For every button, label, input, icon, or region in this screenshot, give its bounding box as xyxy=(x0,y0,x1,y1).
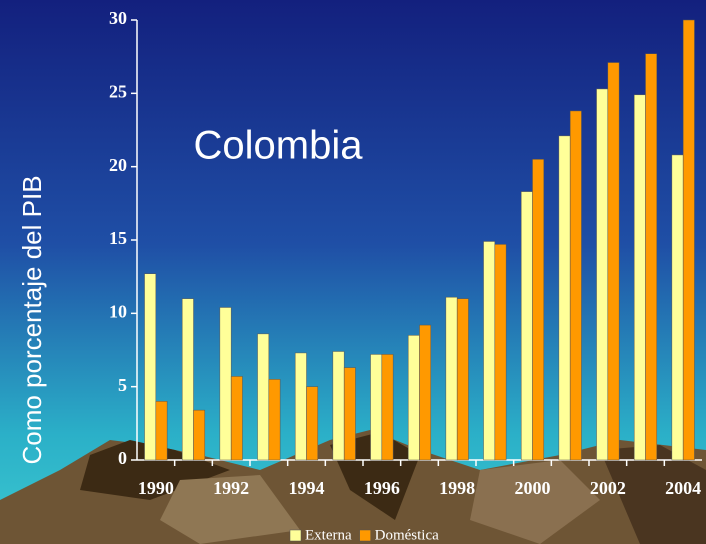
y-tick-label: 25 xyxy=(109,81,127,101)
bar xyxy=(155,401,168,461)
x-tick-label: 2002 xyxy=(590,478,626,498)
bar xyxy=(219,307,232,461)
bar xyxy=(671,154,684,461)
bar xyxy=(633,94,646,461)
legend-label: Externa xyxy=(305,527,352,543)
bar xyxy=(419,324,432,461)
bar xyxy=(181,298,194,461)
bar xyxy=(268,379,281,461)
bar xyxy=(558,135,571,461)
bar xyxy=(332,351,345,461)
bar xyxy=(596,88,609,461)
bar xyxy=(483,241,496,461)
x-tick-label: 2000 xyxy=(515,478,551,498)
x-tick-label: 1998 xyxy=(439,478,475,498)
bar xyxy=(193,409,206,461)
bar xyxy=(294,352,307,461)
bar xyxy=(607,62,620,461)
x-tick-label: 1996 xyxy=(364,478,400,498)
bar xyxy=(445,296,458,461)
x-tick-label: 1990 xyxy=(138,478,174,498)
y-tick-label: 10 xyxy=(109,301,127,321)
annotation: Colombia xyxy=(194,124,364,168)
y-tick-label: 0 xyxy=(118,448,127,468)
bar xyxy=(645,53,658,461)
bar xyxy=(494,244,507,461)
bar xyxy=(407,335,420,461)
bar xyxy=(682,19,695,461)
bar xyxy=(381,354,394,461)
y-tick-label: 5 xyxy=(118,375,127,395)
bar xyxy=(306,386,319,461)
y-axis-label: Como porcentaje del PIB xyxy=(17,175,47,464)
bar xyxy=(257,333,270,461)
bar xyxy=(343,367,356,461)
x-tick-label: 2004 xyxy=(665,478,701,498)
bar xyxy=(370,354,383,461)
legend-swatch xyxy=(289,529,302,542)
legend-swatch xyxy=(359,529,371,542)
bar xyxy=(520,191,533,461)
bar xyxy=(569,110,582,461)
legend-label: Doméstica xyxy=(375,527,439,543)
bar xyxy=(230,376,243,461)
bar xyxy=(456,298,469,461)
x-tick-label: 1994 xyxy=(289,478,325,498)
y-tick-label: 15 xyxy=(109,228,127,248)
bar xyxy=(532,159,545,461)
bar xyxy=(144,273,157,461)
y-tick-label: 20 xyxy=(109,155,127,175)
y-tick-label: 30 xyxy=(109,8,127,28)
plot: 0 5 10 15 20 25 30 1990 1992 1994 1996 1998 2000 2002… xyxy=(109,8,702,543)
mountains xyxy=(0,430,706,544)
x-tick-label: 1992 xyxy=(213,478,249,498)
